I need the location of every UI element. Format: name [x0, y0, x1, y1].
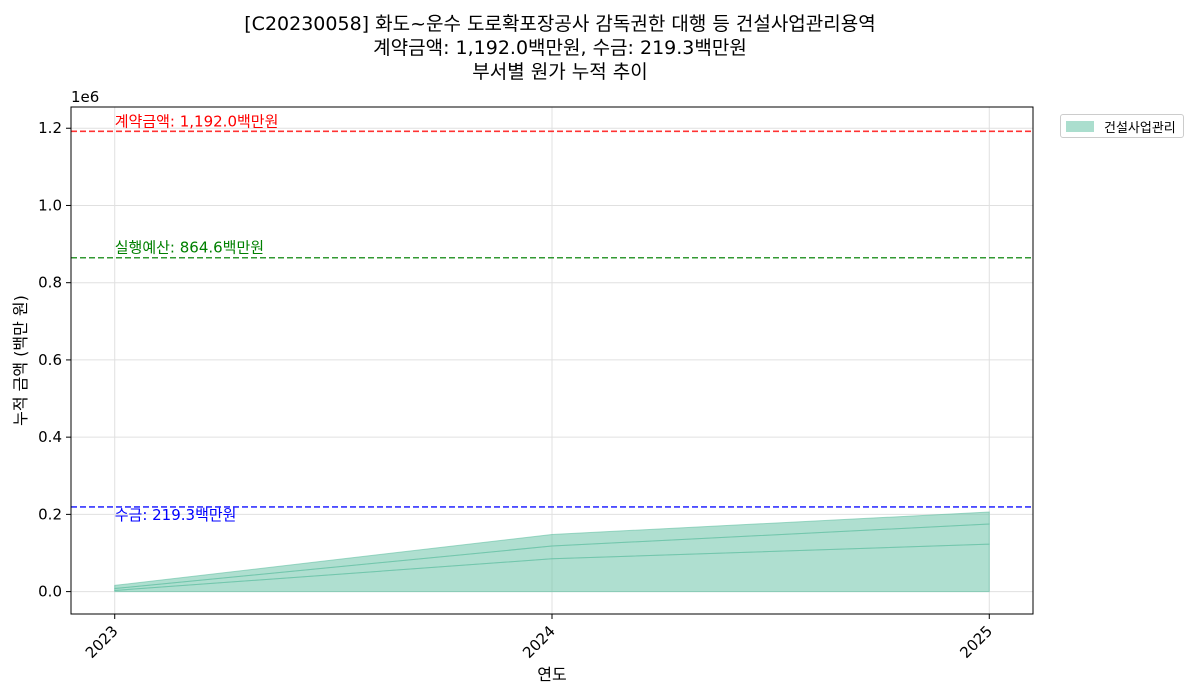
area-layers	[114, 511, 990, 593]
x-axis-ticks: 2023 2024 2025	[82, 614, 996, 662]
legend: 건설사업관리	[1060, 114, 1184, 138]
chart-title-line-3: 부서별 원가 누적 추이	[472, 61, 648, 83]
y-tick-label: 0.6	[38, 351, 62, 369]
chart-title: [C20230058] 화도~운수 도로확포장공사 감독권한 대행 등 건설사업…	[150, 12, 970, 84]
reference-label: 계약금액: 1,192.0백만원	[115, 112, 279, 130]
y-tick-label: 1.0	[38, 196, 62, 214]
y-tick-label: 0.4	[38, 428, 62, 446]
chart-title-line-1: [C20230058] 화도~운수 도로확포장공사 감독권한 대행 등 건설사업…	[244, 13, 876, 35]
x-tick-label: 2025	[956, 622, 996, 662]
chart-title-line-2: 계약금액: 1,192.0백만원, 수금: 219.3백만원	[373, 37, 747, 59]
y-axis-ticks: 0.0 0.2 0.4 0.6 0.8 1.0 1.2	[38, 119, 71, 601]
reference-label: 수금: 219.3백만원	[115, 506, 237, 524]
x-axis-label: 연도	[537, 665, 566, 684]
y-offset-text: 1e6	[71, 88, 99, 106]
y-tick-label: 1.2	[38, 119, 62, 137]
legend-label: 건설사업관리	[1104, 120, 1176, 136]
reference-label: 실행예산: 864.6백만원	[115, 239, 264, 257]
area-layer	[114, 511, 990, 590]
y-tick-label: 0.0	[38, 583, 62, 601]
legend-swatch	[1066, 120, 1094, 132]
y-axis-label: 누적 금액 (백만 원)	[11, 295, 30, 426]
x-tick-label: 2023	[82, 622, 122, 662]
y-tick-label: 0.2	[38, 505, 62, 523]
y-tick-label: 0.8	[38, 274, 62, 292]
x-tick-label: 2024	[519, 622, 559, 662]
